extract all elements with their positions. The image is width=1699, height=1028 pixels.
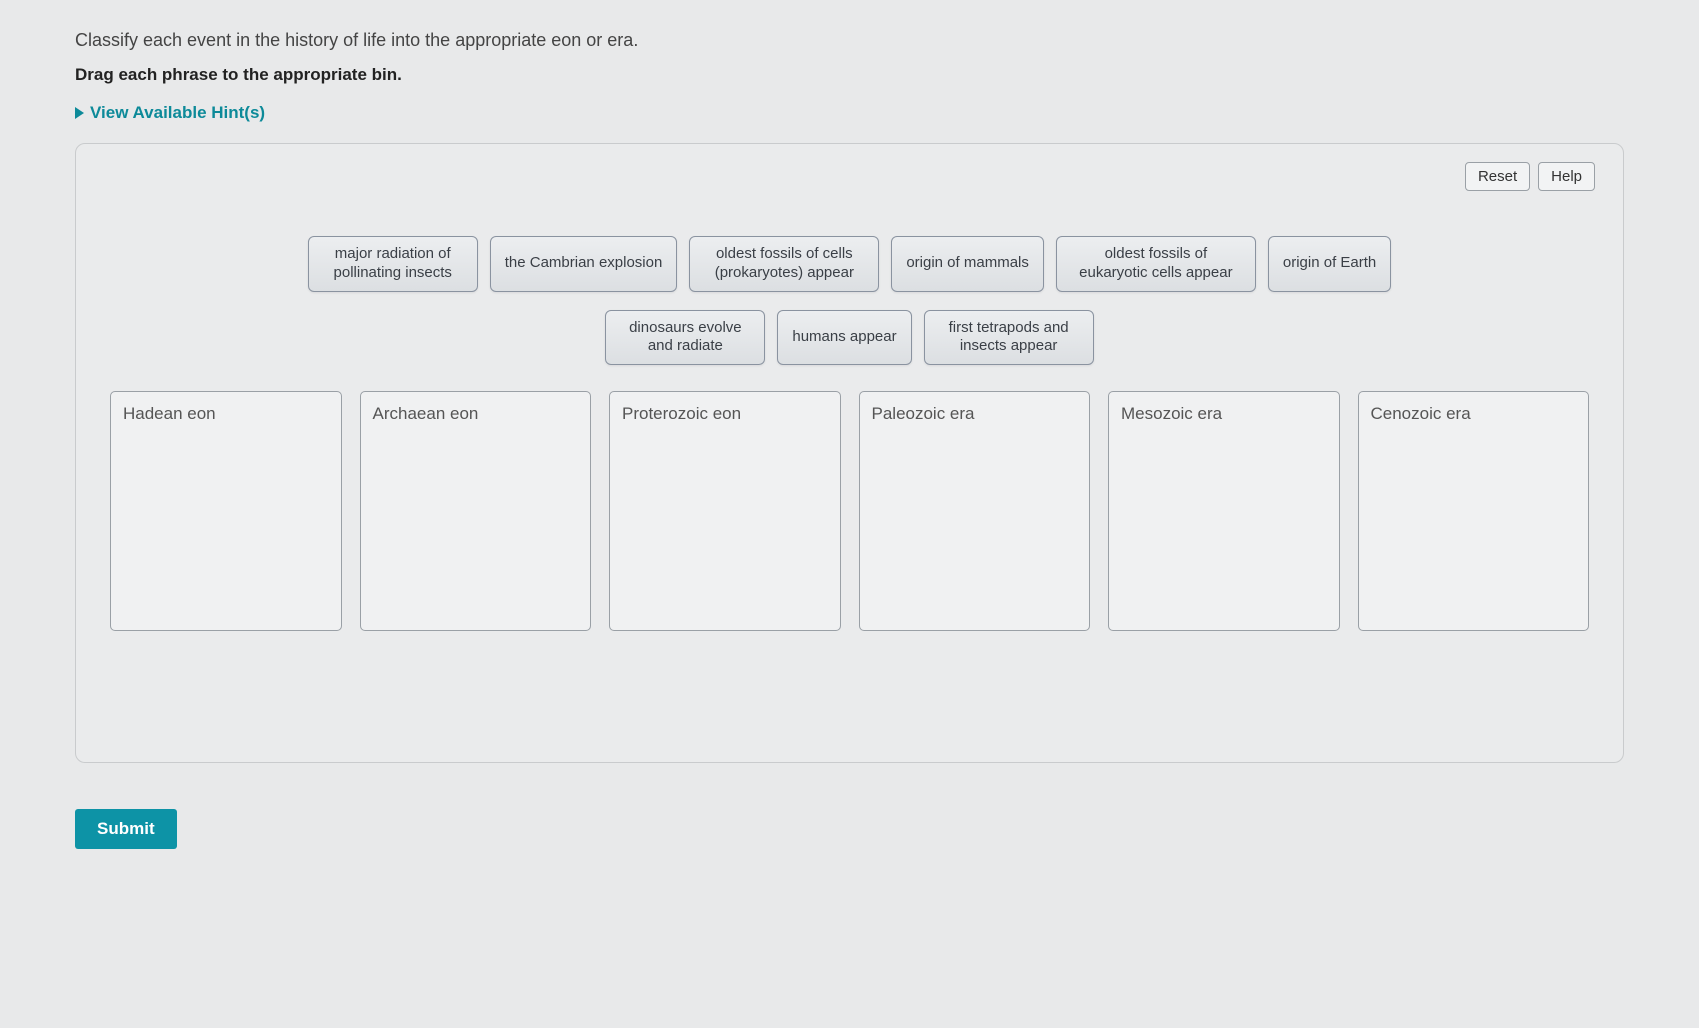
drag-item[interactable]: oldest fossils of eukaryotic cells appea… [1056, 236, 1256, 292]
reset-button[interactable]: Reset [1465, 162, 1530, 191]
drag-item[interactable]: humans appear [777, 310, 911, 366]
bins-row: Hadean eon Archaean eon Proterozoic eon … [104, 391, 1595, 631]
drag-source-area: major radiation of pollinating insects t… [104, 236, 1595, 365]
drag-row-1: major radiation of pollinating insects t… [308, 236, 1392, 292]
bin-archaean[interactable]: Archaean eon [360, 391, 592, 631]
bin-label: Proterozoic eon [622, 404, 828, 424]
drag-item[interactable]: origin of mammals [891, 236, 1044, 292]
view-hints-toggle[interactable]: View Available Hint(s) [75, 103, 265, 123]
bin-proterozoic[interactable]: Proterozoic eon [609, 391, 841, 631]
instruction-text: Drag each phrase to the appropriate bin. [75, 65, 1624, 85]
help-button[interactable]: Help [1538, 162, 1595, 191]
bin-label: Paleozoic era [872, 404, 1078, 424]
activity-panel: Reset Help major radiation of pollinatin… [75, 143, 1624, 763]
utility-buttons: Reset Help [1465, 162, 1595, 191]
chevron-right-icon [75, 107, 84, 119]
bin-mesozoic[interactable]: Mesozoic era [1108, 391, 1340, 631]
question-text: Classify each event in the history of li… [75, 30, 1624, 51]
bin-hadean[interactable]: Hadean eon [110, 391, 342, 631]
bin-label: Archaean eon [373, 404, 579, 424]
drag-item[interactable]: origin of Earth [1268, 236, 1391, 292]
drag-item[interactable]: dinosaurs evolve and radiate [605, 310, 765, 366]
bin-label: Mesozoic era [1121, 404, 1327, 424]
drag-item[interactable]: oldest fossils of cells (prokaryotes) ap… [689, 236, 879, 292]
hints-label: View Available Hint(s) [90, 103, 265, 123]
drag-item[interactable]: major radiation of pollinating insects [308, 236, 478, 292]
drag-item[interactable]: the Cambrian explosion [490, 236, 678, 292]
bin-paleozoic[interactable]: Paleozoic era [859, 391, 1091, 631]
submit-button[interactable]: Submit [75, 809, 177, 849]
drag-item[interactable]: first tetrapods and insects appear [924, 310, 1094, 366]
bin-cenozoic[interactable]: Cenozoic era [1358, 391, 1590, 631]
bin-label: Hadean eon [123, 404, 329, 424]
bin-label: Cenozoic era [1371, 404, 1577, 424]
drag-row-2: dinosaurs evolve and radiate humans appe… [605, 310, 1093, 366]
